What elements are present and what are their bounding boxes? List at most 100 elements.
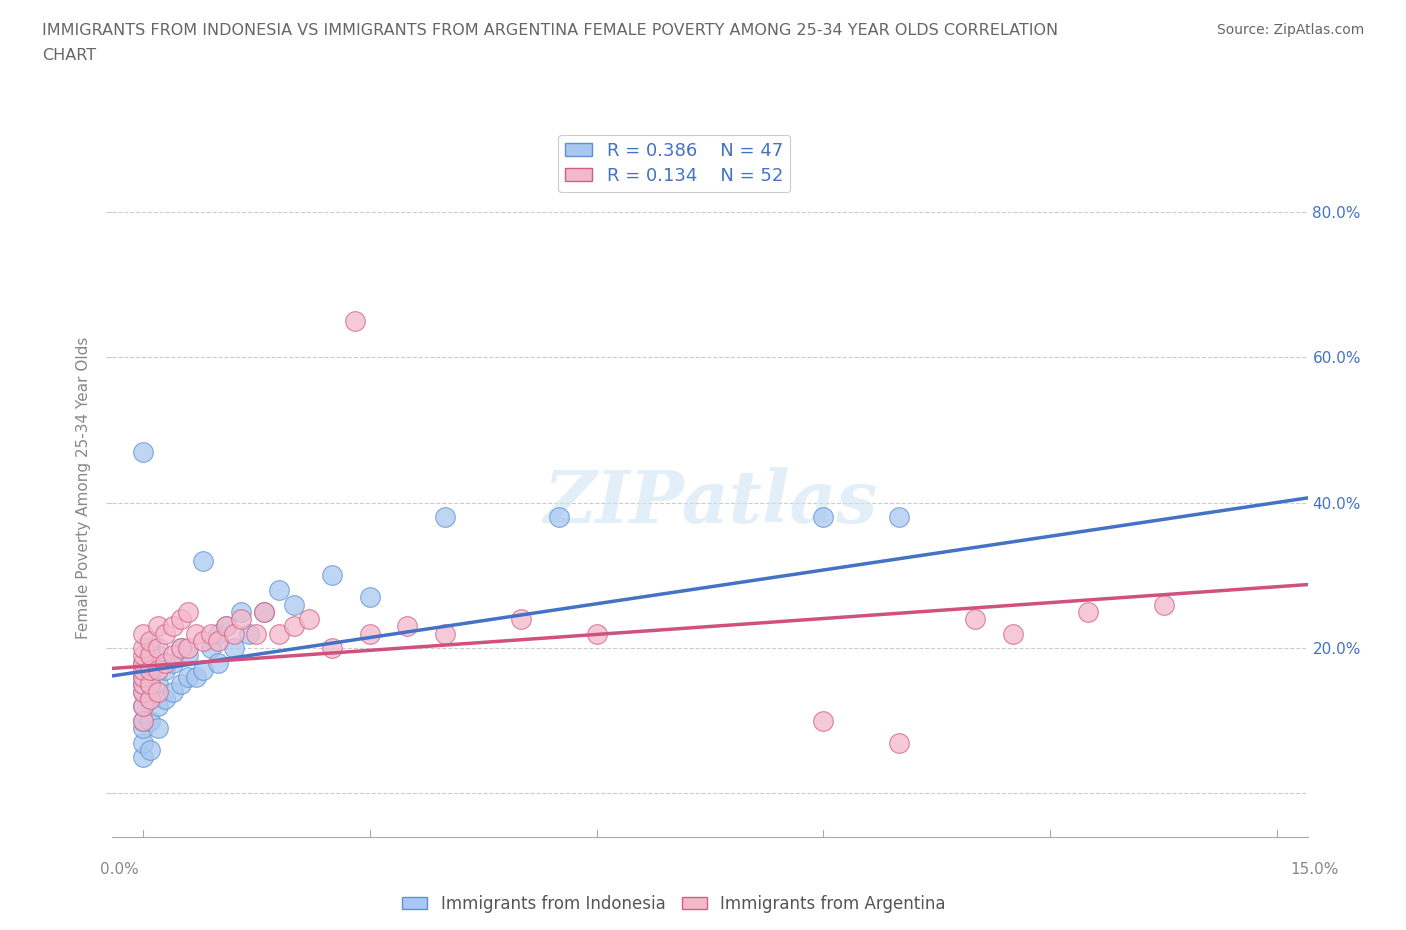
Point (321, 641, 343, 656)
Point (139, 677, 162, 692)
Point (169, 641, 191, 656)
Point (139, 633, 162, 648)
Point (215, 618, 238, 633)
Text: ZIPatlas: ZIPatlas (543, 467, 877, 538)
Point (283, 618, 305, 633)
Point (162, 648, 184, 663)
Point (146, 698, 169, 713)
Point (139, 692, 162, 707)
Point (132, 445, 155, 459)
Point (585, 626, 607, 641)
Point (267, 626, 290, 641)
Point (139, 648, 162, 663)
Point (146, 641, 169, 656)
Point (146, 648, 169, 663)
Point (245, 626, 267, 641)
Point (193, 662, 215, 677)
Point (132, 670, 155, 684)
Text: 15.0%: 15.0% (1291, 862, 1339, 877)
Point (132, 648, 155, 663)
Point (139, 662, 162, 677)
Point (887, 735, 910, 750)
Point (1153, 597, 1175, 612)
Point (146, 618, 169, 633)
Point (215, 618, 238, 633)
Point (253, 604, 276, 619)
Point (359, 626, 381, 641)
Point (200, 626, 222, 641)
Point (547, 510, 569, 525)
Point (139, 742, 162, 757)
Point (162, 618, 184, 633)
Point (813, 713, 835, 728)
Point (132, 698, 155, 713)
Point (321, 568, 343, 583)
Point (184, 626, 207, 641)
Point (434, 626, 457, 641)
Point (207, 626, 229, 641)
Point (169, 612, 191, 627)
Point (132, 626, 155, 641)
Point (267, 582, 290, 597)
Point (132, 656, 155, 671)
Point (132, 662, 155, 677)
Point (132, 677, 155, 692)
Point (155, 692, 177, 707)
Point (193, 553, 215, 568)
Text: 0.0%: 0.0% (100, 862, 139, 877)
Point (207, 656, 229, 671)
Point (169, 641, 191, 656)
Point (229, 604, 252, 619)
Point (343, 313, 366, 328)
Point (359, 590, 381, 604)
Point (298, 612, 321, 627)
Legend: Immigrants from Indonesia, Immigrants from Argentina: Immigrants from Indonesia, Immigrants fr… (395, 888, 953, 920)
Point (238, 626, 260, 641)
Point (162, 656, 184, 671)
Point (155, 626, 177, 641)
Text: Source: ZipAtlas.com: Source: ZipAtlas.com (1216, 23, 1364, 37)
Point (813, 510, 835, 525)
Point (139, 713, 162, 728)
Point (222, 641, 245, 656)
Point (510, 612, 533, 627)
Point (1001, 626, 1024, 641)
Point (396, 618, 419, 633)
Point (132, 684, 155, 699)
Point (184, 670, 207, 684)
Point (132, 698, 155, 713)
Point (253, 604, 276, 619)
Point (200, 641, 222, 656)
Point (132, 641, 155, 656)
Point (222, 626, 245, 641)
Point (887, 510, 910, 525)
Point (434, 510, 457, 525)
Point (139, 692, 162, 707)
Point (146, 721, 169, 736)
Point (132, 677, 155, 692)
Point (132, 670, 155, 684)
Point (132, 656, 155, 671)
Point (146, 684, 169, 699)
Point (169, 677, 191, 692)
Point (177, 641, 200, 656)
Point (139, 641, 162, 656)
Point (132, 735, 155, 750)
Text: IMMIGRANTS FROM INDONESIA VS IMMIGRANTS FROM ARGENTINA FEMALE POVERTY AMONG 25-3: IMMIGRANTS FROM INDONESIA VS IMMIGRANTS … (42, 23, 1059, 38)
Point (177, 604, 200, 619)
Point (139, 677, 162, 692)
Point (155, 656, 177, 671)
Point (162, 684, 184, 699)
Point (207, 633, 229, 648)
Point (132, 721, 155, 736)
Point (283, 597, 305, 612)
Point (155, 662, 177, 677)
Point (146, 662, 169, 677)
Y-axis label: Female Poverty Among 25-34 Year Olds: Female Poverty Among 25-34 Year Olds (76, 337, 91, 640)
Point (229, 612, 252, 627)
Point (132, 684, 155, 699)
Point (132, 713, 155, 728)
Text: CHART: CHART (42, 48, 96, 63)
Point (132, 713, 155, 728)
Point (132, 750, 155, 764)
